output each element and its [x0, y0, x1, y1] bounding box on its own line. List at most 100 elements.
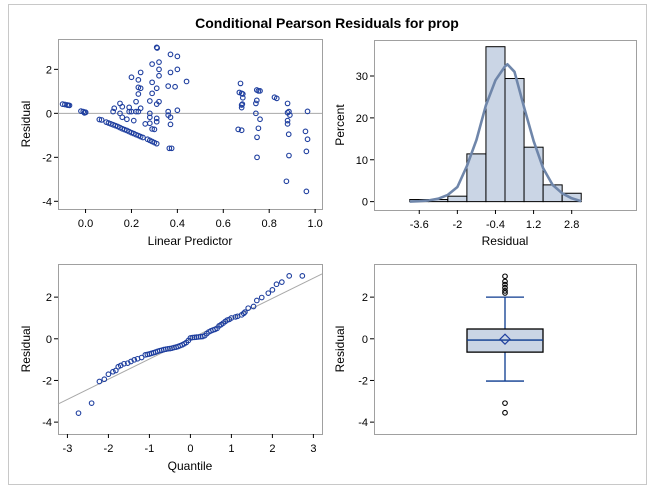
data-point — [156, 66, 162, 73]
outlier-point — [502, 290, 508, 296]
outlier-point — [502, 281, 508, 288]
data-point — [254, 134, 260, 141]
outlier-point — [502, 278, 508, 285]
x-tick-label: 1 — [228, 443, 234, 455]
data-point — [153, 118, 160, 125]
data-point — [126, 104, 133, 111]
x-tick-label: 0.4 — [170, 218, 185, 230]
data-point — [240, 310, 247, 317]
data-point — [146, 114, 153, 121]
data-point — [238, 104, 245, 111]
data-point — [265, 290, 272, 297]
x-axis-label: Linear Predictor — [148, 234, 233, 248]
x-tick-label: 0.2 — [124, 218, 139, 230]
data-point — [237, 80, 244, 87]
data-point — [172, 83, 178, 90]
x-tick-label: 1.2 — [526, 219, 541, 231]
data-point — [166, 145, 173, 152]
data-point — [255, 125, 262, 132]
outlier-point — [502, 288, 508, 294]
outlier-point — [502, 409, 508, 416]
data-point — [151, 126, 158, 133]
data-point — [105, 371, 112, 378]
y-tick-label: -2 — [358, 375, 368, 387]
y-tick-label: -4 — [42, 196, 52, 208]
data-point — [258, 294, 265, 301]
x-tick-label: 0 — [187, 443, 193, 455]
data-point — [153, 85, 160, 92]
data-point — [124, 116, 130, 123]
data-point — [284, 121, 291, 127]
data-point — [239, 101, 246, 107]
plot-4: -4 -2 0 2 Residual — [333, 264, 637, 435]
data-point — [140, 134, 146, 141]
data-point — [302, 128, 309, 135]
data-point — [278, 279, 285, 285]
data-point — [253, 100, 259, 107]
data-point — [286, 273, 293, 279]
data-point — [303, 148, 310, 155]
x-axis-label: Residual — [482, 234, 529, 248]
y-tick-label: 0 — [362, 334, 368, 346]
x-tick-label: 2.8 — [564, 219, 579, 231]
x-tick-label: -2 — [104, 443, 114, 455]
data-point — [153, 115, 160, 122]
data-point — [304, 108, 311, 115]
plot-1: -4 -2 0 2 0.0 0.2 0.4 0.6 0.8 1.0 Residual Linear P… — [19, 39, 323, 248]
data-point — [183, 78, 190, 85]
data-point — [253, 110, 259, 117]
data-point — [82, 109, 89, 116]
data-point — [130, 117, 137, 124]
data-point — [96, 378, 103, 385]
histogram-bar — [542, 184, 563, 203]
y-axis-label: Residual — [19, 101, 33, 148]
x-axis-label: Quantile — [168, 459, 213, 473]
y-tick-label: 0 — [46, 108, 52, 120]
data-point — [156, 72, 162, 79]
data-point — [257, 116, 263, 123]
data-point — [286, 108, 292, 115]
data-point — [128, 74, 135, 81]
x-tick-label: -2 — [452, 219, 462, 231]
data-point — [165, 83, 172, 89]
data-point — [287, 112, 293, 118]
data-point — [133, 108, 139, 115]
y-tick-label: 2 — [46, 292, 52, 304]
data-point — [165, 108, 172, 115]
y-tick-label: -2 — [42, 152, 52, 164]
data-point — [149, 126, 155, 132]
data-point — [250, 303, 257, 310]
histogram-bar — [523, 146, 544, 203]
y-axis-label: Residual — [19, 326, 33, 373]
x-tick-label: 0.0 — [78, 218, 93, 230]
data-point — [65, 102, 72, 109]
y-axis-label: Percent — [333, 104, 347, 146]
data-point — [167, 69, 174, 76]
plot-3: -4 -2 0 2 -3 -2 -1 0 1 2 3 Residual Quantile — [19, 264, 323, 473]
y-axis-label: Residual — [333, 326, 347, 373]
data-point — [154, 45, 161, 51]
data-point — [174, 66, 181, 73]
data-point — [299, 273, 306, 279]
y-tick-label: 0 — [362, 197, 368, 209]
data-point — [286, 152, 292, 159]
mean-marker — [499, 333, 511, 346]
data-point — [149, 79, 155, 86]
data-point — [238, 127, 245, 134]
density-curve — [409, 63, 582, 203]
data-point — [153, 140, 160, 147]
y-tick-label: -4 — [42, 417, 52, 429]
data-point — [149, 61, 155, 67]
data-point — [110, 108, 116, 115]
data-point — [253, 97, 260, 104]
y-tick-label: 2 — [362, 292, 368, 304]
data-point — [285, 131, 292, 138]
data-point — [110, 368, 116, 375]
data-point — [131, 356, 138, 363]
data-point — [119, 114, 126, 121]
data-point — [168, 145, 175, 152]
data-point — [135, 77, 142, 83]
data-point — [284, 100, 291, 107]
data-point — [135, 91, 142, 97]
